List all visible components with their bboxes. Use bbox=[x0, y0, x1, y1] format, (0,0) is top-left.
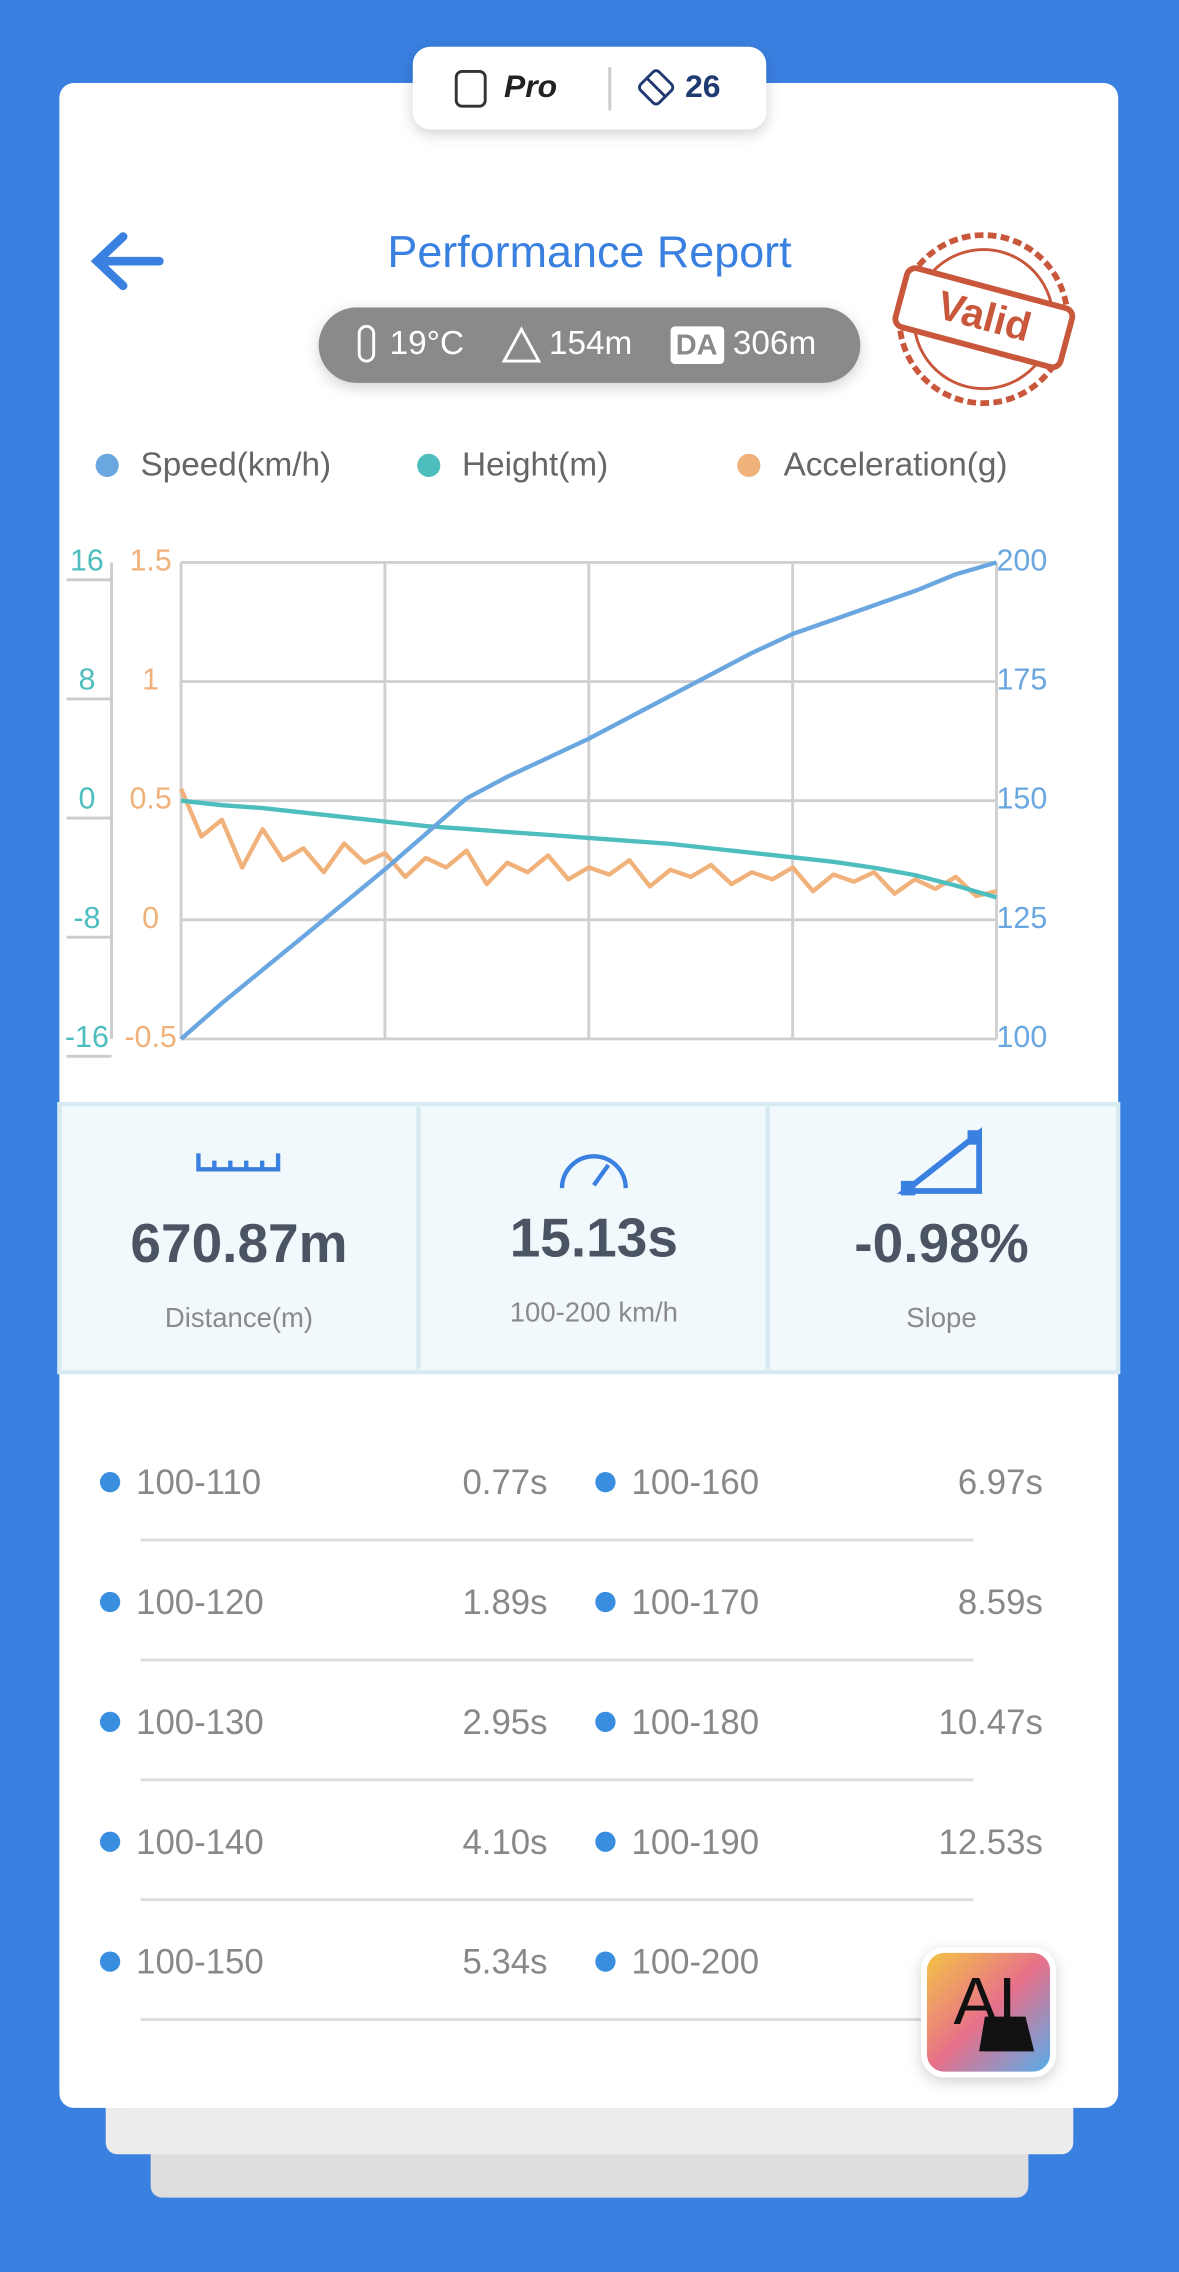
y-tick-label: -16 bbox=[65, 1020, 109, 1054]
split-marker bbox=[99, 1951, 121, 1972]
temperature: 19°C bbox=[390, 325, 464, 362]
conditions-pill bbox=[318, 307, 861, 383]
legend-label: Speed(km/h) bbox=[140, 447, 331, 484]
da-label: DA bbox=[676, 329, 718, 361]
split-time: 8.59s bbox=[958, 1584, 1043, 1622]
stats-panel bbox=[57, 1101, 1121, 1375]
split-range: 100-200 bbox=[632, 1944, 760, 1982]
y2-tick-label: 100 bbox=[997, 1020, 1048, 1054]
car-icon bbox=[979, 2016, 1035, 2052]
split-marker bbox=[595, 1591, 616, 1613]
split-time: 5.34s bbox=[462, 1944, 547, 1982]
da-badge bbox=[670, 326, 725, 365]
y-tick-label: -0.5 bbox=[124, 1020, 176, 1054]
legend-label: Acceleration(g) bbox=[784, 447, 1008, 484]
y-tick-label: 1.5 bbox=[129, 543, 171, 577]
split-time: 2.95s bbox=[462, 1704, 547, 1742]
series-line bbox=[179, 560, 998, 1041]
y2-tick-label: 175 bbox=[997, 663, 1048, 697]
y2-tick-label: 125 bbox=[997, 901, 1048, 935]
y-tick-label: 16 bbox=[70, 543, 104, 577]
split-marker bbox=[99, 1831, 121, 1852]
split-time: 0.77s bbox=[462, 1464, 547, 1502]
y-tick-label: 8 bbox=[78, 663, 95, 697]
split-marker bbox=[99, 1591, 121, 1613]
y-tick-label: -8 bbox=[73, 901, 100, 935]
split-time: 12.53s bbox=[939, 1824, 1043, 1862]
y-tick-label: 0.5 bbox=[129, 782, 171, 816]
split-marker bbox=[595, 1711, 616, 1733]
altitude: 154m bbox=[549, 325, 632, 362]
y-tick-label: 0 bbox=[142, 901, 159, 935]
slope-icon bbox=[896, 1127, 983, 1196]
split-range: 100-110 bbox=[136, 1464, 261, 1502]
split-range: 100-170 bbox=[632, 1584, 760, 1622]
split-range: 100-150 bbox=[136, 1944, 264, 1982]
split-range: 100-160 bbox=[632, 1464, 760, 1502]
stat-label: Slope bbox=[906, 1302, 976, 1333]
split-range: 100-190 bbox=[632, 1824, 760, 1862]
split-time: 4.10s bbox=[462, 1824, 547, 1862]
split-marker bbox=[595, 1472, 616, 1493]
valid-stamp: Valid bbox=[892, 232, 1076, 407]
split-range: 100-120 bbox=[136, 1584, 264, 1622]
status-pill bbox=[412, 46, 767, 130]
card bbox=[59, 83, 1119, 2108]
split-marker bbox=[595, 1951, 616, 1972]
thermometer-icon bbox=[357, 324, 376, 363]
title: Performance Report bbox=[387, 226, 792, 277]
split-range: 100-140 bbox=[136, 1824, 264, 1862]
y2-tick-label: 200 bbox=[997, 543, 1048, 577]
split-range: 100-130 bbox=[136, 1704, 264, 1742]
split-marker bbox=[595, 1831, 616, 1852]
y-tick-label: 0 bbox=[78, 782, 95, 816]
gauge-icon bbox=[559, 1154, 628, 1189]
legend-marker bbox=[737, 453, 761, 477]
legend-marker bbox=[417, 453, 441, 477]
split-range: 100-180 bbox=[632, 1704, 760, 1742]
split-marker bbox=[99, 1711, 121, 1733]
split-marker bbox=[99, 1472, 121, 1493]
split-time: 1.89s bbox=[462, 1584, 547, 1622]
stat-label: Distance(m) bbox=[165, 1302, 313, 1333]
back-button[interactable] bbox=[90, 232, 164, 291]
split-time: 10.47s bbox=[939, 1704, 1043, 1742]
chart: Speed(km/h) Height(m) Acceleration(g)10012… bbox=[65, 447, 1048, 1058]
mountain-icon bbox=[501, 326, 542, 363]
series-line bbox=[180, 798, 998, 900]
stat-value: 670.87m bbox=[130, 1212, 347, 1274]
y-tick-label: 1 bbox=[142, 663, 159, 697]
pro-badge: Pro bbox=[504, 68, 557, 104]
satellite-count: 26 bbox=[685, 68, 720, 104]
stat-value: 15.13s bbox=[510, 1206, 678, 1268]
density-altitude: 306m bbox=[733, 325, 816, 362]
stat-label: 100-200 km/h bbox=[510, 1296, 678, 1327]
legend-label: Height(m) bbox=[462, 447, 608, 484]
split-time: 6.97s bbox=[958, 1464, 1043, 1502]
y2-tick-label: 150 bbox=[997, 782, 1048, 816]
stat-value: -0.98% bbox=[854, 1212, 1028, 1274]
legend-marker bbox=[95, 453, 119, 477]
satellite-icon bbox=[638, 69, 675, 106]
device-icon bbox=[454, 69, 487, 108]
series-line bbox=[179, 787, 997, 899]
ruler-icon bbox=[196, 1153, 281, 1172]
